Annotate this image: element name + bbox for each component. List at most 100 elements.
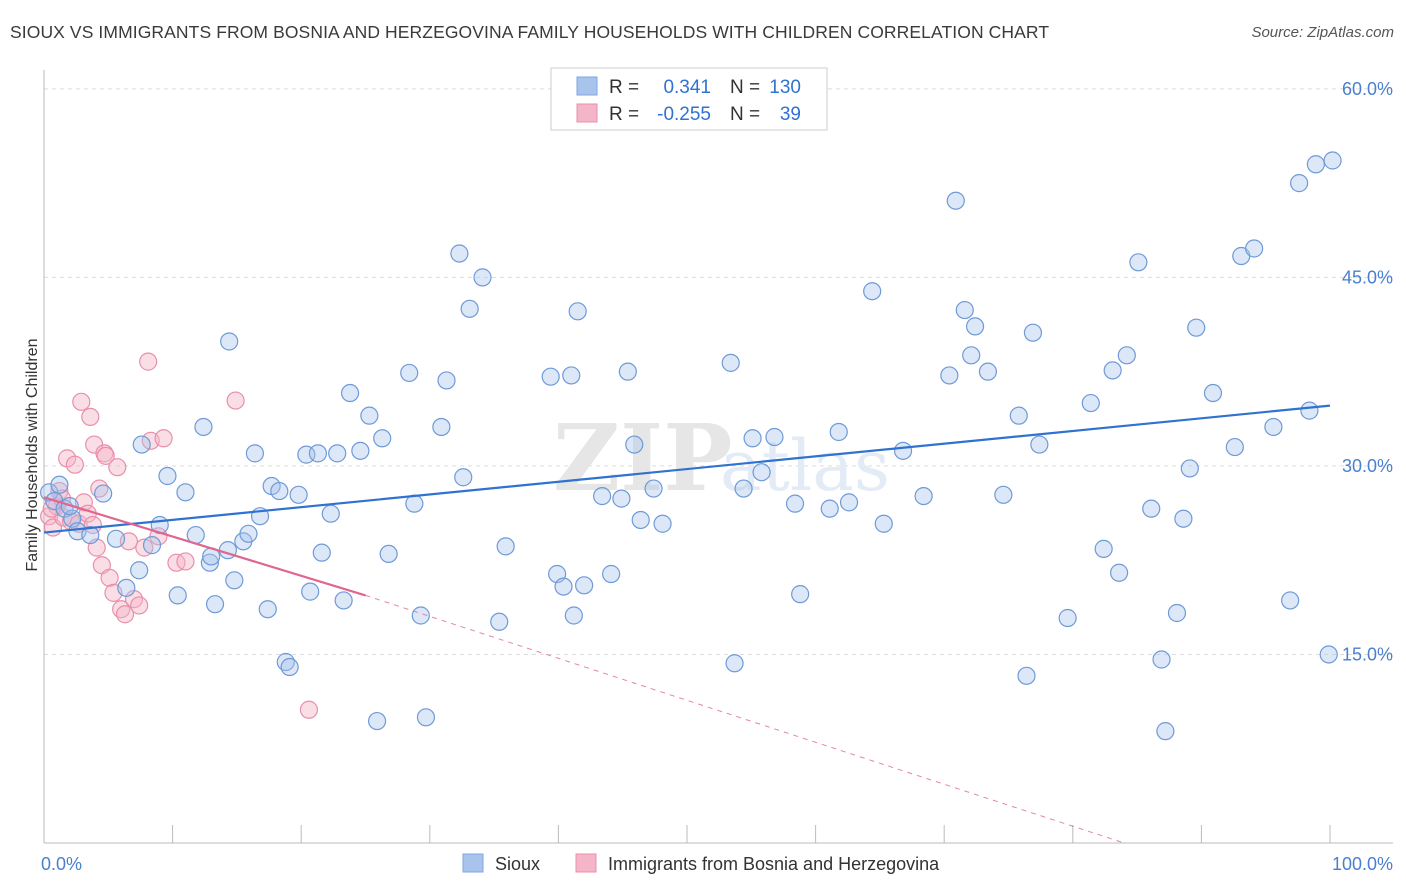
sioux-point bbox=[874, 514, 893, 533]
chart-title: SIOUX VS IMMIGRANTS FROM BOSNIA AND HERZ… bbox=[10, 22, 1050, 42]
sioux-point bbox=[564, 606, 583, 625]
sioux-point bbox=[965, 317, 985, 336]
legend-r-value-bosnia: -0.255 bbox=[657, 104, 711, 125]
bottom-legend-swatch-bosnia bbox=[575, 853, 597, 873]
sioux-point bbox=[373, 429, 392, 448]
sioux-point bbox=[360, 406, 379, 425]
sioux-point bbox=[1306, 155, 1325, 174]
sioux-point bbox=[765, 427, 784, 447]
sioux-point bbox=[820, 499, 839, 518]
sioux-point bbox=[220, 332, 239, 351]
sioux-point bbox=[200, 553, 219, 572]
sioux-point bbox=[1319, 645, 1338, 664]
sioux-point bbox=[106, 529, 126, 548]
bosnia-point bbox=[100, 568, 119, 587]
sioux-point bbox=[791, 585, 810, 604]
sioux-point bbox=[473, 268, 492, 287]
bosnia-point bbox=[115, 605, 135, 624]
sioux-point bbox=[940, 366, 959, 385]
sioux-point bbox=[496, 537, 515, 556]
sioux-point bbox=[411, 606, 430, 625]
gridlines bbox=[44, 88, 1393, 655]
watermark-atlas: atlas bbox=[720, 425, 890, 507]
legend-swatch-bosnia bbox=[576, 103, 598, 123]
sioux-point bbox=[1203, 383, 1223, 403]
sioux-point bbox=[460, 299, 479, 318]
sioux-point bbox=[132, 435, 151, 454]
sioux-point bbox=[340, 383, 360, 403]
sioux-point bbox=[405, 494, 424, 513]
sioux-point bbox=[205, 595, 225, 614]
sioux-point bbox=[618, 362, 637, 381]
bosnia-point bbox=[74, 493, 93, 512]
sioux-point bbox=[321, 504, 340, 523]
sioux-point bbox=[612, 489, 631, 508]
y-tick-label-3: 60.0% bbox=[1342, 79, 1393, 99]
sioux-point bbox=[863, 282, 882, 301]
y-axis-label: Family Households with Children bbox=[24, 339, 41, 572]
bosnia-trend-line bbox=[43, 496, 366, 597]
sioux-point bbox=[1081, 393, 1100, 413]
sioux-point bbox=[1103, 361, 1122, 380]
sioux-point bbox=[725, 654, 744, 673]
sioux-point bbox=[225, 571, 244, 590]
sioux-point bbox=[168, 586, 187, 605]
sioux-point bbox=[379, 544, 398, 564]
sioux-point bbox=[454, 468, 473, 487]
bottom-legend-label-bosnia: Immigrants from Bosnia and Herzegovina bbox=[608, 854, 940, 874]
sioux-point bbox=[653, 514, 672, 533]
bosnia-point bbox=[108, 458, 127, 477]
sioux-point bbox=[734, 479, 753, 498]
sioux-point bbox=[130, 561, 149, 580]
sioux-point bbox=[437, 371, 456, 390]
source-credit: Source: ZipAtlas.com bbox=[1251, 24, 1394, 41]
sioux-point bbox=[1300, 401, 1319, 420]
sioux-point bbox=[978, 362, 998, 381]
sioux-point bbox=[1142, 499, 1161, 518]
sioux-point bbox=[1117, 346, 1136, 365]
sioux-point bbox=[785, 494, 805, 513]
bosnia-point bbox=[130, 596, 149, 615]
sioux-point bbox=[1290, 174, 1309, 193]
sioux-point bbox=[625, 435, 644, 454]
sioux-point bbox=[955, 300, 974, 320]
sioux-point bbox=[602, 564, 621, 584]
y-tick-label-2: 45.0% bbox=[1342, 267, 1393, 287]
sioux-point bbox=[1323, 151, 1342, 170]
legend-n-value-sioux: 130 bbox=[769, 77, 801, 98]
sioux-point bbox=[142, 536, 162, 555]
sioux-point bbox=[1023, 323, 1043, 342]
x-tick-label-0: 0.0% bbox=[41, 854, 82, 874]
sioux-point bbox=[839, 493, 859, 512]
sioux-point bbox=[743, 429, 762, 448]
correlation-legend: R = 0.341 N = 130 R = -0.255 N = 39 bbox=[550, 67, 828, 131]
sioux-point bbox=[289, 485, 308, 504]
sioux-point bbox=[962, 346, 981, 365]
sioux-point bbox=[239, 524, 258, 543]
sioux-point bbox=[158, 466, 177, 486]
sioux-point bbox=[1180, 459, 1199, 478]
legend-n-value-bosnia: 39 bbox=[780, 104, 801, 125]
sioux-point bbox=[1058, 608, 1077, 628]
bosnia-point bbox=[81, 407, 100, 427]
watermark: ZIP atlas bbox=[553, 404, 890, 512]
sioux-point bbox=[721, 353, 740, 372]
x-tick-labels: 0.0% 100.0% bbox=[41, 854, 1393, 874]
sioux-point bbox=[946, 191, 965, 210]
y-tick-label-1: 30.0% bbox=[1342, 456, 1393, 476]
trend-lines bbox=[43, 404, 1331, 844]
sioux-point bbox=[1129, 253, 1148, 272]
series-legend: Sioux Immigrants from Bosnia and Herzego… bbox=[462, 853, 940, 874]
bosnia-point bbox=[226, 391, 245, 410]
bosnia-point bbox=[96, 446, 115, 465]
sioux-point bbox=[1109, 563, 1129, 582]
bosnia-trend-extension bbox=[365, 594, 1125, 844]
y-tick-label-0: 15.0% bbox=[1342, 644, 1393, 664]
sioux-point bbox=[893, 441, 913, 460]
axes bbox=[43, 70, 1393, 844]
sioux-point bbox=[1152, 650, 1171, 669]
sioux-point bbox=[270, 481, 289, 501]
sioux-point bbox=[541, 367, 560, 386]
x-tick-label-1: 100.0% bbox=[1332, 854, 1393, 874]
